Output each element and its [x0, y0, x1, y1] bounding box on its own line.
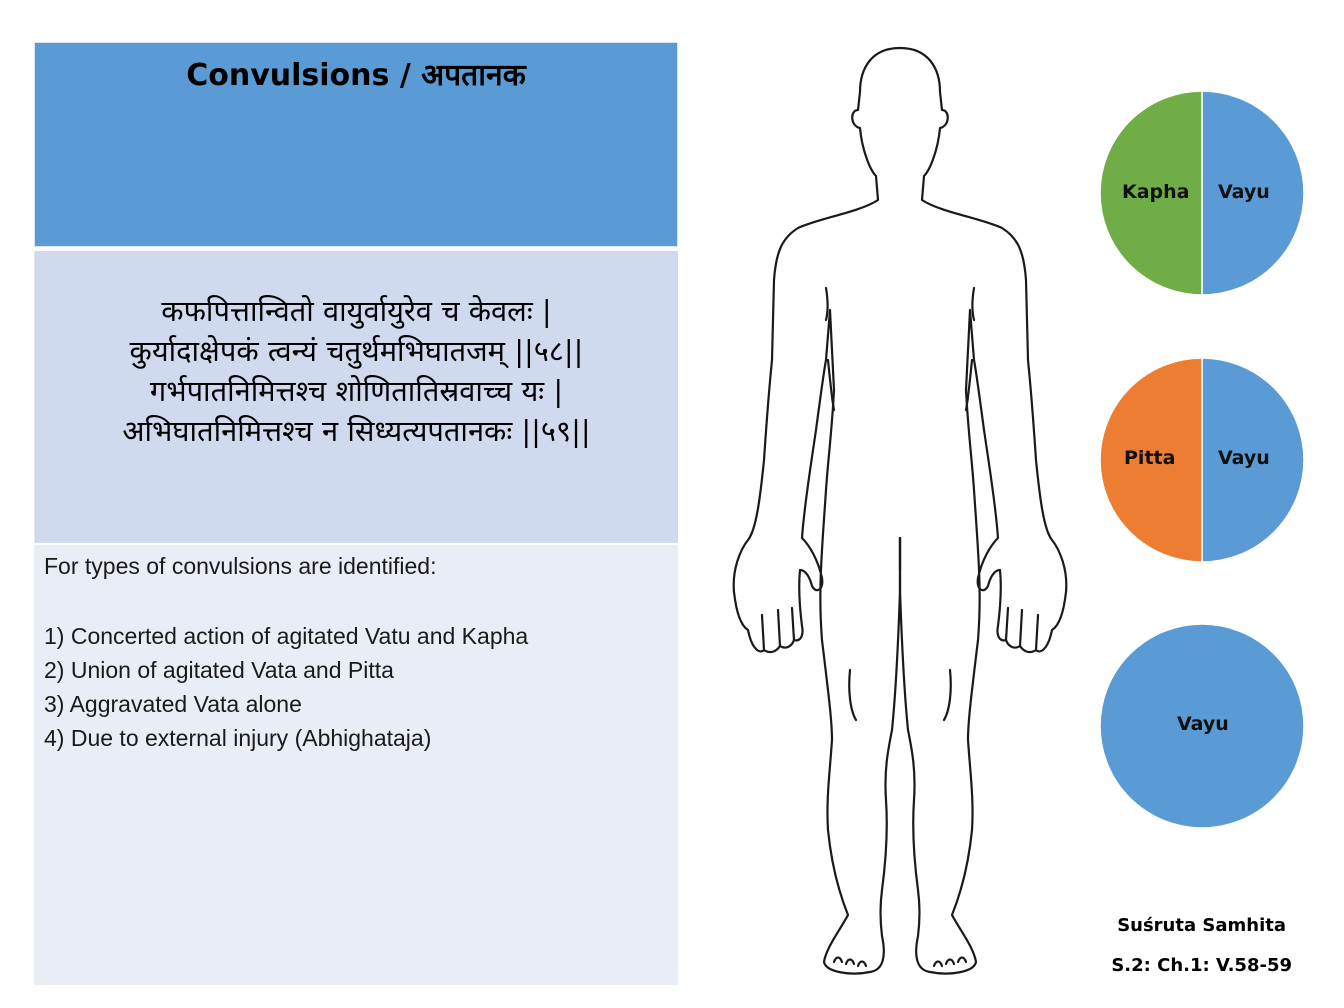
source-title: Suśruta Samhita — [1117, 915, 1286, 936]
list-item: 3) Aggravated Vata alone — [44, 691, 302, 717]
pie-slice-vayu — [1201, 357, 1305, 563]
pie-label-vayu: Vayu — [1218, 447, 1270, 469]
types-list: 1) Concerted action of agitated Vatu and… — [44, 619, 528, 755]
pie-slice-kapha — [1099, 90, 1203, 296]
verse-panel: कफपित्तान्वितो वायुर्वायुरेव च केवलः | क… — [34, 251, 678, 543]
pie-slice-vayu — [1099, 623, 1305, 829]
pie-label-vayu: Vayu — [1218, 181, 1270, 203]
list-item: 1) Concerted action of agitated Vatu and… — [44, 623, 529, 649]
slide-title: Convulsions / अपतानक — [186, 58, 526, 93]
pie-label-kapha: Kapha — [1122, 181, 1190, 203]
verse-line: कफपित्तान्वितो वायुर्वायुरेव च केवलः | — [161, 294, 552, 328]
pie-chart-kapha-vayu — [1099, 90, 1305, 296]
pie-slices — [1099, 357, 1305, 563]
pie-slice-pitta — [1099, 357, 1203, 563]
verse-line: कुर्यादाक्षेपकं त्वन्यं चतुर्थमभिघातजम् … — [129, 334, 584, 368]
list-item: 4) Due to external injury (Abhighataja) — [44, 725, 432, 751]
pie-slices — [1099, 90, 1305, 296]
description-intro: For types of convulsions are identified: — [44, 553, 437, 579]
verse-line: अभिघातनिमित्तश्च न सिध्यत्यपतानकः ||५९|| — [122, 414, 591, 448]
pie-slices — [1099, 623, 1305, 829]
source-reference: S.2: Ch.1: V.58-59 — [1111, 955, 1292, 976]
pie-chart-pitta-vayu — [1099, 357, 1305, 563]
pie-chart-vayu — [1099, 623, 1305, 829]
pie-label-vayu: Vayu — [1177, 713, 1229, 735]
verse-text: कफपित्तान्वितो वायुर्वायुरेव च केवलः | क… — [35, 291, 678, 451]
human-body-outline-icon — [732, 46, 1068, 975]
pie-slice-vayu — [1201, 90, 1305, 296]
verse-line: गर्भपातनिमित्तश्च शोणितातिस्रवाच्च यः | — [149, 374, 564, 408]
description-panel: For types of convulsions are identified:… — [34, 545, 678, 985]
title-panel: Convulsions / अपतानक — [34, 42, 678, 247]
list-item: 2) Union of agitated Vata and Pitta — [44, 657, 394, 683]
pie-label-pitta: Pitta — [1124, 447, 1176, 469]
